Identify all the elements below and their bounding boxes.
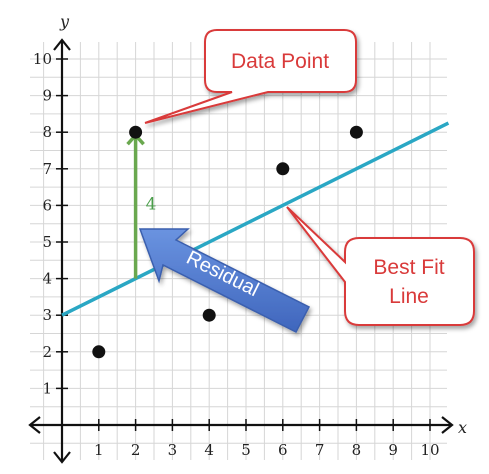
x-tick-label: 9 <box>388 441 398 459</box>
data-point <box>276 162 290 176</box>
residual-value-label: 4 <box>146 194 157 214</box>
data-point <box>349 125 363 139</box>
y-tick-label: 9 <box>42 87 52 105</box>
x-tick-label: 10 <box>420 441 439 459</box>
residual-arrow-shape <box>138 228 311 334</box>
x-tick-label: 2 <box>131 441 141 459</box>
y-axis-arrow-down <box>53 451 71 464</box>
data-point <box>202 308 216 322</box>
axes <box>28 38 454 464</box>
y-tick-label: 6 <box>42 196 52 214</box>
y-tick-label: 7 <box>42 160 52 178</box>
data-point <box>129 125 143 139</box>
best-fit-callout-text-line2: Line <box>389 285 429 308</box>
x-axis-label: x <box>458 418 467 437</box>
data-point <box>92 345 106 359</box>
x-tick-label: 8 <box>352 441 362 459</box>
best-fit-line <box>61 121 450 317</box>
x-axis-arrow-left <box>28 416 41 434</box>
residual-callout-arrow <box>138 228 311 334</box>
x-tick-label: 3 <box>168 441 178 459</box>
y-tick-label: 4 <box>42 270 52 288</box>
data-points <box>92 125 363 359</box>
y-tick-label: 10 <box>33 50 52 68</box>
data-point-callout-box <box>144 29 357 124</box>
grid-lines <box>30 42 447 460</box>
x-tick-label: 7 <box>315 441 325 459</box>
x-tick-label: 1 <box>94 441 104 459</box>
y-tick-label: 2 <box>42 343 52 361</box>
y-tick-label: 5 <box>42 233 52 251</box>
best-fit-callout <box>286 206 475 326</box>
best-fit-callout-box <box>286 206 475 326</box>
y-axis-arrow-up <box>53 38 71 51</box>
data-point-callout-text: Data Point <box>231 50 329 73</box>
x-tick-label: 4 <box>204 441 214 459</box>
tick-labels: 1 2 3 4 5 6 7 8 9 10 1 2 3 4 5 6 7 8 9 10 <box>33 50 440 459</box>
x-tick-label: 6 <box>278 441 288 459</box>
y-axis-label: y <box>59 12 70 31</box>
x-tick-label: 5 <box>241 441 251 459</box>
data-point-callout <box>144 29 357 124</box>
y-tick-label: 1 <box>42 379 52 397</box>
best-fit-callout-text-line1: Best Fit <box>373 256 444 279</box>
y-tick-label: 3 <box>42 306 52 324</box>
x-axis-arrow-right <box>441 416 454 434</box>
y-tick-label: 8 <box>42 123 52 141</box>
